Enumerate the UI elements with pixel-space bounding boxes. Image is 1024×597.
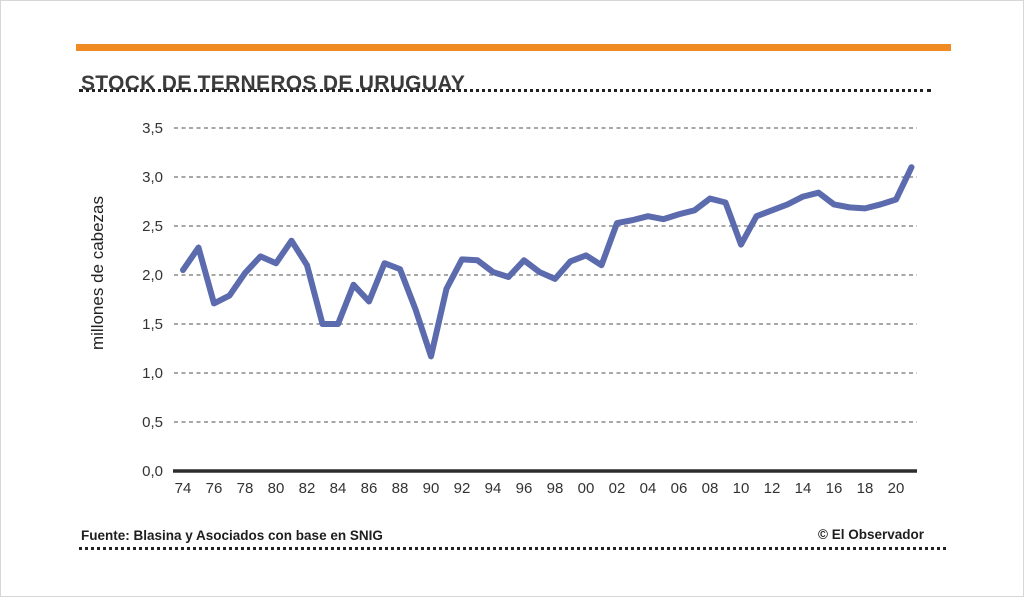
- x-tick-label: 98: [547, 480, 564, 497]
- x-tick-label: 88: [392, 480, 409, 497]
- x-tick-label: 16: [826, 480, 843, 497]
- x-tick-label: 90: [423, 480, 440, 497]
- x-tick-label: 10: [733, 480, 750, 497]
- y-tick-label: 0,5: [142, 414, 163, 431]
- x-tick-label: 04: [640, 480, 657, 497]
- y-tick-label: 1,0: [142, 365, 163, 382]
- x-tick-label: 02: [609, 480, 626, 497]
- x-tick-label: 76: [206, 480, 223, 497]
- credit-text: © El Observador: [818, 527, 924, 542]
- accent-bar: [76, 44, 951, 51]
- x-tick-label: 18: [857, 480, 874, 497]
- x-tick-label: 94: [485, 480, 502, 497]
- x-tick-label: 06: [671, 480, 688, 497]
- source-text: Fuente: Blasina y Asociados con base en …: [81, 528, 383, 543]
- y-tick-label: 3,5: [142, 120, 163, 137]
- x-tick-label: 12: [764, 480, 781, 497]
- x-tick-label: 92: [454, 480, 471, 497]
- y-tick-label: 3,0: [142, 169, 163, 186]
- x-tick-label: 82: [299, 480, 316, 497]
- y-tick-label: 1,5: [142, 316, 163, 333]
- x-tick-label: 74: [175, 480, 192, 497]
- y-tick-label: 0,0: [142, 463, 163, 480]
- x-tick-label: 14: [795, 480, 812, 497]
- x-tick-label: 80: [268, 480, 285, 497]
- x-tick-label: 20: [888, 480, 905, 497]
- y-tick-label: 2,5: [142, 218, 163, 235]
- stock-line: [180, 164, 915, 360]
- x-tick-label: 84: [330, 480, 347, 497]
- x-tick-label: 78: [237, 480, 254, 497]
- y-tick-label: 2,0: [142, 267, 163, 284]
- x-tick-label: 96: [516, 480, 533, 497]
- x-tick-label: 00: [578, 480, 595, 497]
- title-divider: [79, 89, 931, 92]
- footer-divider: [79, 547, 946, 550]
- x-tick-label: 86: [361, 480, 378, 497]
- x-tick-label: 08: [702, 480, 719, 497]
